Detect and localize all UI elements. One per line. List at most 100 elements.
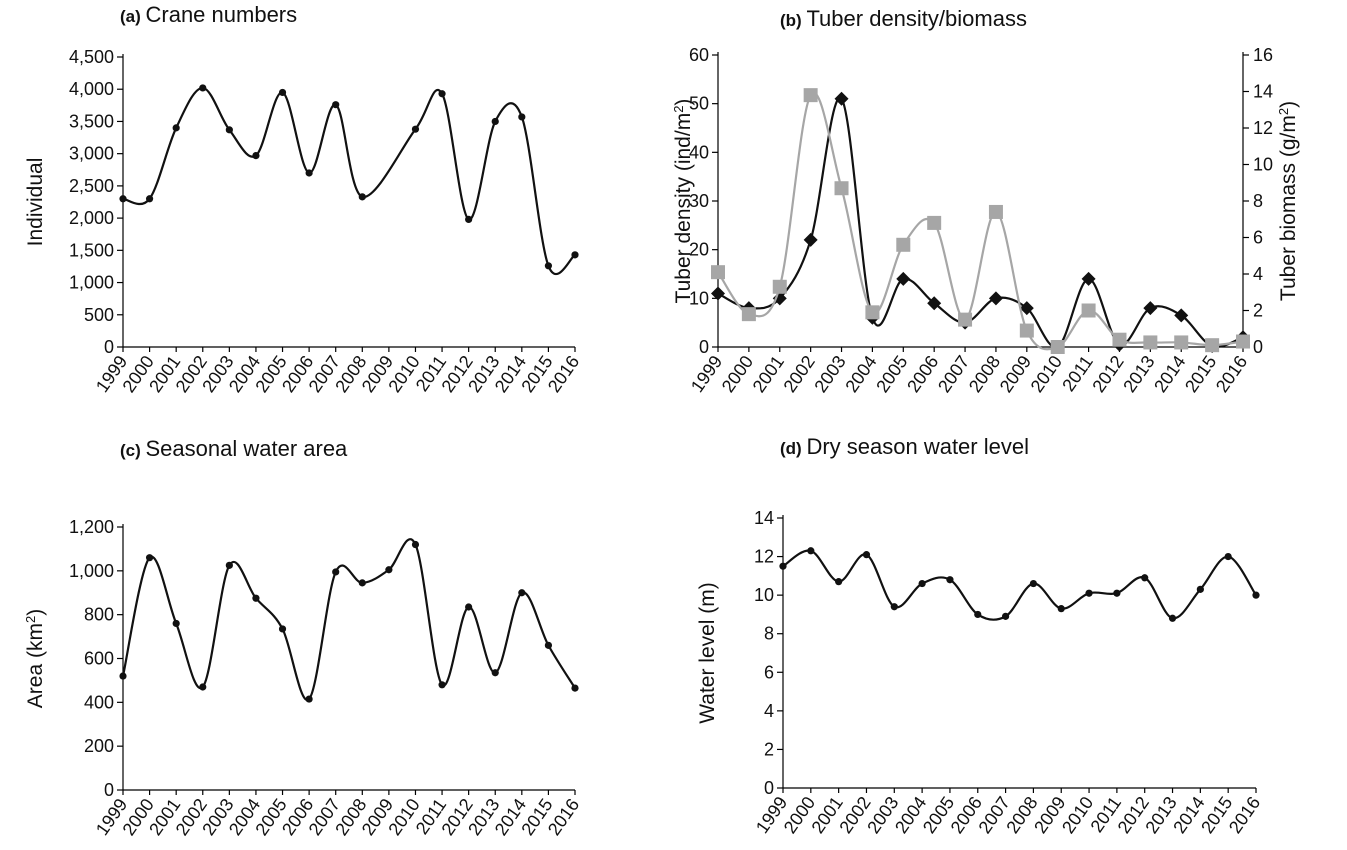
y-tick-label: 1,000 <box>69 273 114 293</box>
x-tick-label: 2007 <box>934 352 973 396</box>
data-point-square <box>1019 323 1034 338</box>
y-tick-label: 60 <box>689 45 709 65</box>
y-tick-label: 2,000 <box>69 208 114 228</box>
y-axis-label: Water level (m) <box>696 582 719 724</box>
data-point-diamond <box>988 291 1003 306</box>
x-tick-label: 2006 <box>903 352 942 396</box>
data-point <box>491 117 499 126</box>
x-tick-label: 2014 <box>1150 352 1189 396</box>
y-tick-label: 50 <box>689 94 709 114</box>
panel-title-text: Tuber density/biomass <box>806 6 1027 31</box>
panel-title: (d) Dry season water level <box>780 434 1029 459</box>
x-tick-label: 2002 <box>780 352 819 396</box>
data-point <box>918 579 926 588</box>
y2-tick-label: 0 <box>1253 337 1263 357</box>
data-point <box>332 101 340 109</box>
data-point-diamond <box>927 296 942 311</box>
data-point <box>465 215 473 223</box>
x-tick-label: 2016 <box>544 795 583 839</box>
data-point-diamond <box>1174 308 1189 323</box>
data-point-diamond <box>711 286 725 301</box>
panel-label: (a) <box>120 7 146 26</box>
y-axis-label: Individual <box>24 158 47 247</box>
x-tick-label: 2008 <box>965 352 1004 396</box>
y2-tick-label: 6 <box>1253 228 1263 248</box>
data-point-diamond <box>1019 301 1034 316</box>
data-point <box>145 195 154 203</box>
x-tick-label: 2005 <box>872 352 911 396</box>
x-tick-label: 2000 <box>718 352 757 396</box>
panel-title-text: Crane numbers <box>146 2 298 27</box>
data-point <box>199 84 207 92</box>
y-tick-label: 800 <box>84 605 114 625</box>
y2-tick-label: 14 <box>1253 82 1273 102</box>
x-tick-label: 2010 <box>1027 352 1066 396</box>
data-point-square <box>1112 332 1127 347</box>
y2-tick-label: 16 <box>1253 45 1273 65</box>
data-point-square <box>803 88 818 103</box>
data-point <box>225 126 233 134</box>
y2-tick-label: 4 <box>1253 264 1263 284</box>
data-point <box>252 594 260 602</box>
panel-title-text: Dry season water level <box>806 434 1029 459</box>
y2-tick-label: 8 <box>1253 191 1263 211</box>
x-tick-label: 2016 <box>1225 793 1264 837</box>
y-tick-label: 2,500 <box>69 176 114 196</box>
data-point <box>571 684 579 692</box>
data-point <box>1029 579 1038 588</box>
y-tick-label: 2 <box>764 739 774 759</box>
data-point <box>1085 589 1093 597</box>
data-point-square <box>958 312 973 327</box>
y-tick-label: 3,000 <box>69 144 114 164</box>
y-tick-label: 30 <box>689 191 709 211</box>
data-point <box>1252 591 1260 599</box>
y-tick-label: 200 <box>84 736 114 756</box>
y-tick-label: 500 <box>84 305 114 325</box>
x-tick-label: 1999 <box>687 352 726 396</box>
data-point <box>145 554 154 562</box>
data-point <box>119 195 127 203</box>
panel-crane-numbers: (a) Crane numbers 0 500 1,000 1,500 2,000 2,50… <box>24 2 583 396</box>
data-point <box>862 551 871 559</box>
data-point <box>172 124 180 132</box>
y-tick-label: 12 <box>754 547 774 567</box>
data-point <box>358 193 366 201</box>
data-point <box>807 547 815 555</box>
data-point <box>385 566 393 574</box>
panel-title: (a) Crane numbers <box>120 2 297 27</box>
x-tick-label: 2016 <box>1212 352 1251 396</box>
data-point <box>1057 605 1065 613</box>
data-point-square <box>927 215 942 230</box>
data-point-square <box>1081 303 1096 318</box>
y-tick-label: 20 <box>689 240 709 260</box>
y-tick-label: 600 <box>84 649 114 669</box>
y2-tick-label: 12 <box>1253 118 1273 138</box>
data-point <box>1224 552 1232 561</box>
data-point-square <box>834 181 849 196</box>
data-point <box>544 641 553 649</box>
y-tick-label: 6 <box>764 662 774 682</box>
data-point-diamond <box>834 91 849 106</box>
data-point-square <box>1205 338 1220 353</box>
data-point <box>119 672 127 680</box>
data-point <box>411 540 420 549</box>
x-tick-label: 2001 <box>749 352 788 396</box>
y2-tick-label: 2 <box>1253 301 1263 321</box>
x-tick-label: 2016 <box>544 352 583 396</box>
panel-label: (d) <box>780 439 806 458</box>
x-tick-label: 2010 <box>1058 793 1097 837</box>
y-tick-label: 4,000 <box>69 79 114 99</box>
data-point-square <box>896 237 911 252</box>
data-point-diamond <box>803 232 818 247</box>
y-tick-label: 0 <box>104 337 114 357</box>
x-tick-label: 2013 <box>1119 352 1158 396</box>
data-point <box>1168 614 1177 622</box>
x-tick-label: 2012 <box>1088 352 1127 396</box>
data-point-square <box>1143 335 1158 350</box>
y-tick-label: 0 <box>764 778 774 798</box>
data-point <box>1141 574 1149 582</box>
data-point <box>1001 612 1010 620</box>
y-tick-label: 1,500 <box>69 240 114 260</box>
y-tick-label: 40 <box>689 142 709 162</box>
